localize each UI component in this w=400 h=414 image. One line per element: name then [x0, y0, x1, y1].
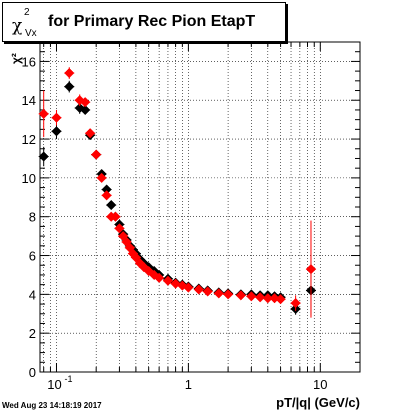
series-red — [38, 67, 317, 318]
data-point — [170, 278, 181, 289]
footer-timestamp: Wed Aug 23 14:18:19 2017 — [2, 401, 102, 410]
series-layer — [38, 67, 317, 318]
data-point — [51, 126, 62, 137]
x-tick-label: 10 — [313, 377, 327, 392]
data-point — [202, 286, 213, 297]
data-point — [51, 112, 62, 123]
data-point — [138, 262, 150, 273]
data-point — [64, 67, 75, 79]
data-point — [222, 289, 234, 300]
data-point — [148, 269, 160, 281]
y-tick-label: 2 — [29, 326, 36, 341]
title-text: for Primary Rec Pion EtapT — [48, 13, 256, 30]
data-point — [269, 293, 280, 304]
data-point — [64, 81, 75, 92]
data-point — [183, 282, 194, 293]
y-tick-label: 4 — [29, 287, 36, 302]
data-point — [110, 211, 121, 222]
y-tick-label: 6 — [29, 249, 36, 264]
data-point — [290, 297, 301, 309]
y-tick-label: 8 — [29, 210, 36, 225]
axis-ticks — [40, 41, 360, 373]
data-point — [275, 294, 286, 305]
data-point — [96, 172, 107, 184]
data-point — [130, 252, 142, 263]
data-point — [153, 272, 165, 284]
title-box: χ 2 Vx for Primary Rec Pion EtapT — [2, 2, 286, 42]
data-point — [80, 97, 91, 108]
y-tick-label: 16 — [22, 54, 36, 69]
data-point — [143, 265, 154, 277]
y-tick-label: 14 — [22, 93, 36, 108]
data-point — [235, 290, 247, 301]
y-tick-label: 10 — [22, 171, 36, 186]
x-tick-label: 1 — [185, 377, 192, 392]
data-point — [254, 292, 266, 303]
title-superscript: 2 — [24, 7, 30, 18]
y-tick-label: 0 — [29, 365, 36, 380]
title-chi-symbol: χ — [12, 16, 23, 36]
x-tick-label-exponent: -1 — [64, 374, 72, 384]
data-point — [213, 288, 224, 299]
plot-frame — [39, 41, 361, 373]
data-point — [38, 151, 49, 162]
data-point — [106, 199, 117, 211]
data-point — [84, 128, 96, 139]
grid-lines — [40, 42, 360, 372]
x-tick-label: 10 — [47, 377, 61, 392]
data-point — [162, 275, 174, 286]
data-point — [101, 190, 112, 201]
data-point — [246, 291, 257, 302]
y-axis-label: χ² — [9, 53, 23, 64]
data-point — [114, 223, 125, 234]
data-point — [80, 104, 91, 116]
y-tick-label: 12 — [22, 132, 36, 147]
data-point — [91, 149, 102, 160]
data-point — [38, 108, 49, 119]
title-subscript: Vx — [25, 28, 37, 39]
x-axis-label: pT/|q| (GeV/c) — [276, 395, 360, 410]
data-point — [193, 284, 204, 295]
data-point — [305, 263, 317, 275]
